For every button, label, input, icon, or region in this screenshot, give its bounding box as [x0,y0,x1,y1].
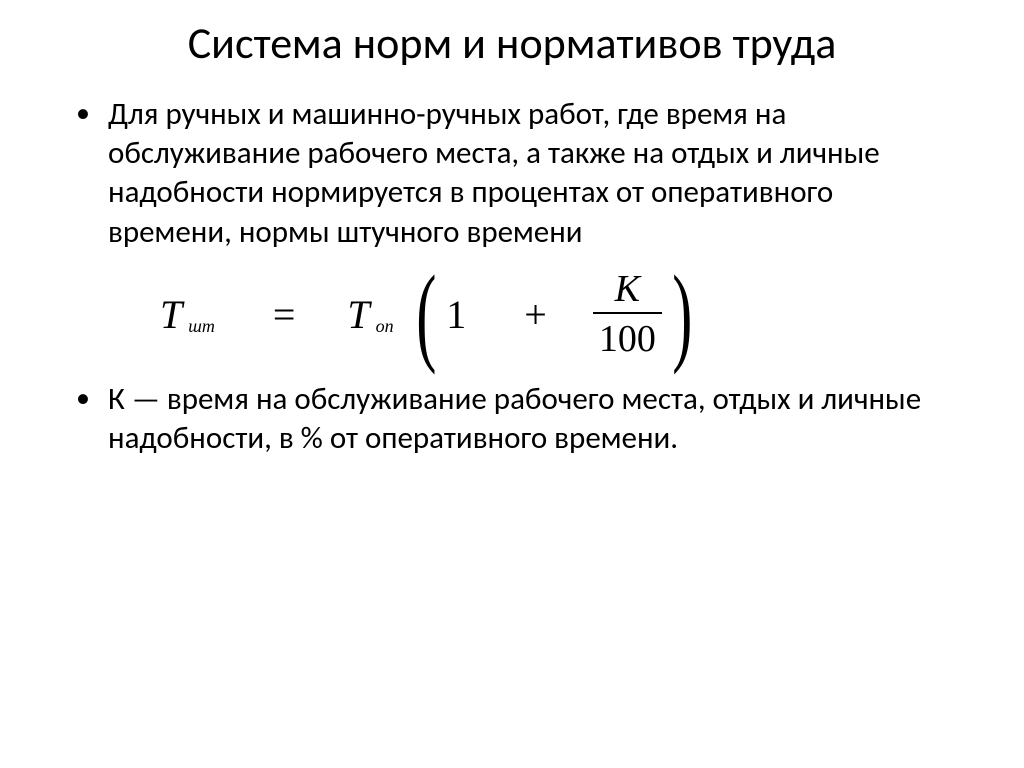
formula-lhs-subscript: шт [188,316,215,337]
formula-rhs-subscript: оп [376,316,394,337]
slide-title: Система норм и нормативов труда [70,18,954,69]
formula: T шт = T оп ( 1 + K 100 [160,270,954,358]
bullet-marker: • [70,95,108,130]
slide: Система норм и нормативов труда • Для ру… [0,0,1024,768]
formula-one: 1 [446,291,466,338]
formula-fraction: K 100 [593,270,662,358]
fraction-numerator: K [605,270,650,312]
formula-paren-group: ( 1 + K 100 ) [408,270,701,358]
paren-open: ( [416,273,436,356]
formula-lhs-symbol: T [160,291,182,338]
formula-block: T шт = T оп ( 1 + K 100 [160,270,954,358]
bullet-item: • К — время на обслуживание рабочего мес… [70,380,954,459]
formula-equals: = [273,291,296,338]
bullet-text-1: Для ручных и машинно-ручных работ, где в… [108,95,954,252]
bullet-item: • Для ручных и машинно-ручных работ, где… [70,95,954,252]
formula-rhs-symbol: T [347,291,369,338]
fraction-denominator: 100 [593,314,662,358]
bullet-marker: • [70,380,108,415]
paren-close: ) [672,273,692,356]
bullet-text-2: К — время на обслуживание рабочего места… [108,380,954,459]
formula-plus: + [524,291,547,338]
